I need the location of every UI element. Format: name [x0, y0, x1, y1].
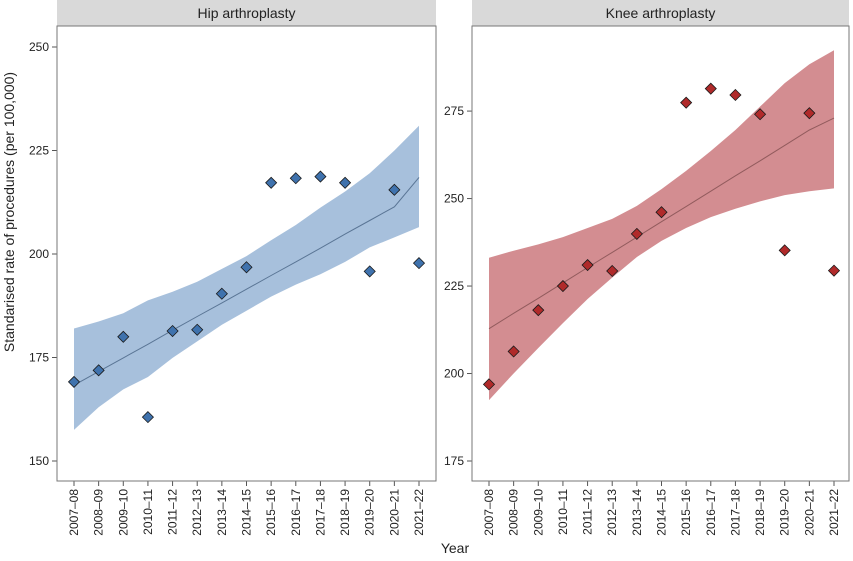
knee-data-point: [803, 107, 816, 120]
hip-x-tick-label: 2019–20: [363, 489, 377, 536]
hip-x-tick-label: 2016–17: [289, 489, 303, 536]
knee-x-tick-label: 2012–13: [605, 489, 619, 536]
hip-data-point: [141, 411, 154, 424]
knee-x-tick-label: 2014–15: [655, 489, 669, 536]
knee-x-tick-label: 2011–12: [581, 489, 595, 535]
knee-data-point: [581, 258, 594, 272]
knee-data-point: [630, 227, 643, 240]
knee-x-tick-label: 2009–10: [531, 489, 545, 536]
hip-x-tick-label: 2013–14: [215, 489, 229, 536]
knee-data-point: [482, 378, 496, 391]
knee-x-tick-label: 2008–09: [507, 489, 521, 536]
knee-data-point: [827, 264, 841, 277]
hip-data-point: [289, 172, 302, 185]
knee-data-point: [606, 264, 619, 278]
hip-y-tick-label: 225: [29, 144, 49, 158]
knee-y-tick-label: 175: [444, 454, 464, 468]
knee-x-tick-label: 2019–20: [778, 489, 792, 536]
hip-data-point: [265, 176, 278, 189]
hip-x-tick-label: 2015–16: [264, 489, 278, 536]
knee-y-tick-label: 275: [444, 104, 464, 118]
hip-y-tick-label: 250: [29, 40, 49, 54]
hip-y-tick-label: 150: [29, 454, 49, 468]
knee-x-tick-label: 2020–21: [802, 489, 816, 536]
knee-data-point: [778, 244, 791, 257]
hip-data-point: [339, 176, 352, 189]
knee-plot-frame: [471, 25, 850, 482]
hip-data-point: [117, 330, 130, 343]
hip-strip: [57, 0, 436, 26]
hip-data-point: [363, 265, 376, 278]
knee-data-point: [680, 96, 693, 109]
hip-x-tick-label: 2021–22: [412, 489, 426, 536]
hip-x-tick-label: 2014–15: [240, 489, 254, 536]
hip-data-point: [388, 183, 401, 196]
knee-y-tick-label: 200: [444, 367, 464, 381]
hip-panel-title: Hip arthroplasty: [197, 5, 295, 21]
hip-x-tick-label: 2017–18: [313, 489, 327, 536]
knee-x-tick-label: 2013–14: [630, 489, 644, 536]
knee-trend-line: [488, 117, 835, 330]
hip-x-tick-label: 2008–09: [92, 489, 106, 536]
hip-x-tick-label: 2018–19: [338, 489, 352, 536]
hip-panel: Hip arthroplasty 150 175 200 225 250 2007–08 2…: [29, 0, 437, 536]
hip-trend-line: [73, 177, 420, 386]
hip-data-point: [191, 323, 204, 336]
hip-confidence-band: [74, 125, 419, 430]
x-axis-title: Year: [441, 540, 470, 556]
knee-data-point: [754, 108, 767, 121]
knee-data-point: [532, 304, 545, 317]
knee-y-tick-label: 225: [444, 279, 464, 293]
hip-data-point: [412, 257, 426, 270]
hip-x-tick-label: 2007–08: [67, 489, 81, 536]
knee-x-tick-label: 2017–18: [728, 489, 742, 536]
hip-x-tick-label: 2010–11: [141, 489, 155, 535]
knee-data-point: [655, 206, 668, 219]
hip-data-point: [215, 287, 228, 300]
knee-confidence-band: [489, 50, 834, 401]
knee-y-tick-label: 250: [444, 192, 464, 206]
hip-x-tick-label: 2011–12: [166, 489, 180, 535]
y-axis-title: Standarised rate of procedures (per 100,…: [1, 72, 17, 352]
hip-data-point: [166, 324, 179, 338]
hip-data-point: [240, 261, 253, 274]
hip-data-point: [92, 364, 105, 377]
knee-x-tick-label: 2018–19: [753, 489, 767, 536]
hip-data-point: [67, 375, 81, 388]
knee-x-tick-label: 2021–22: [827, 489, 841, 536]
hip-y-tick-label: 175: [29, 351, 49, 365]
knee-x-tick-label: 2010–11: [556, 489, 570, 535]
knee-x-tick-label: 2016–17: [704, 489, 718, 536]
hip-x-tick-label: 2012–13: [190, 489, 204, 536]
knee-x-tick-label: 2007–08: [482, 489, 496, 536]
knee-data-point: [704, 82, 717, 95]
hip-data-point: [314, 170, 327, 183]
knee-x-tick-label: 2015–16: [679, 489, 693, 536]
knee-panel: Knee arthroplasty 175 200 225 250 275 2007–08…: [444, 0, 850, 536]
knee-data-point: [556, 279, 569, 293]
knee-strip: [472, 0, 849, 26]
hip-x-tick-label: 2020–21: [387, 489, 401, 536]
knee-data-point: [507, 345, 520, 358]
knee-panel-title: Knee arthroplasty: [606, 5, 716, 21]
knee-data-point: [729, 88, 742, 102]
hip-plot-frame: [56, 25, 437, 482]
hip-y-tick-label: 200: [29, 247, 49, 261]
hip-x-tick-label: 2009–10: [116, 489, 130, 536]
